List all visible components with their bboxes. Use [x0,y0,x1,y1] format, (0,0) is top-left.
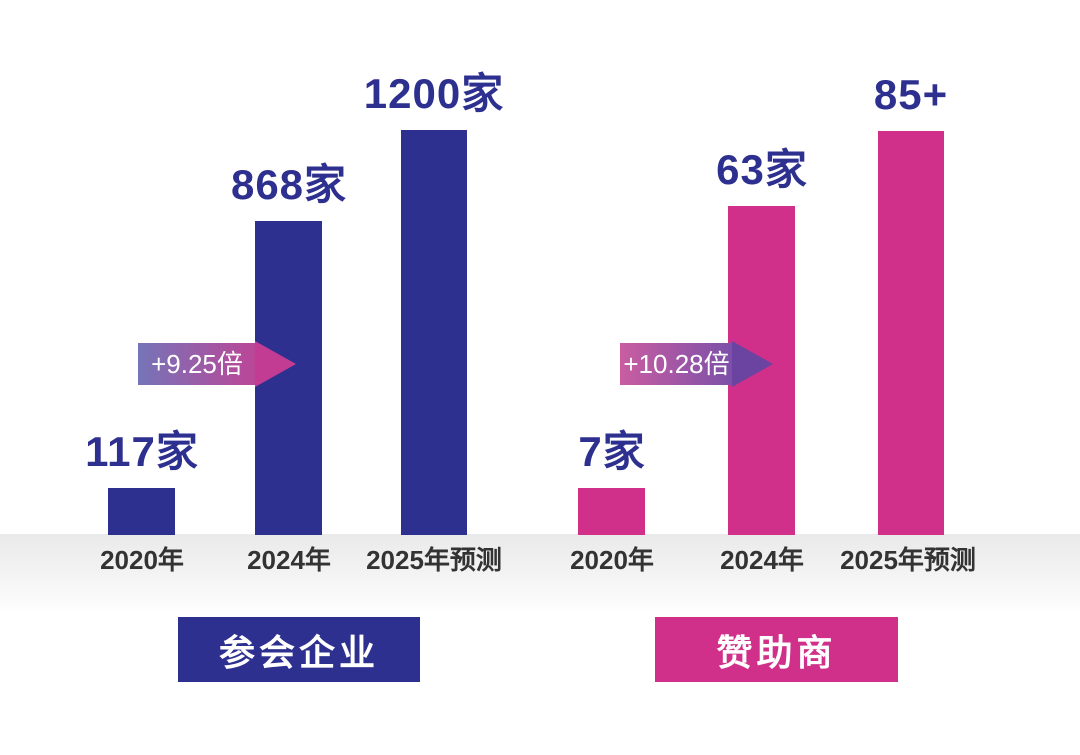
bar-attendees-2020 [108,488,175,535]
value-label-sponsors-2020: 7家 [578,428,646,475]
growth-badge-attendees: +9.25倍 [138,343,256,385]
bar-sponsors-2020 [578,488,645,535]
value-label-sponsors-2024: 63家 [716,146,808,193]
axis-label-sponsors-2024: 2024年 [720,545,804,575]
value-label-attendees-2024: 868家 [230,161,348,208]
growth-badge-arrow-icon [732,341,773,387]
value-label-attendees-2020: 117家 [85,428,199,475]
bar-sponsors-2025 [878,131,944,535]
axis-label-attendees-2020: 2020年 [100,545,184,575]
axis-label-sponsors-2025: 2025年预测 [840,545,976,575]
axis-label-sponsors-2020: 2020年 [570,545,654,575]
axis-label-attendees-2024: 2024年 [247,545,331,575]
growth-badge-sponsors: +10.28倍 [620,343,733,385]
value-label-sponsors-2025: 85+ [873,71,949,118]
group-label-attendees: 参会企业 [178,617,420,682]
bar-attendees-2025 [401,130,467,535]
value-label-attendees-2025: 1200家 [363,70,505,117]
axis-label-attendees-2025: 2025年预测 [366,545,502,575]
group-label-sponsors: 赞助商 [655,617,898,682]
baseline-band [0,534,1080,614]
growth-badge-arrow-icon [255,341,296,387]
